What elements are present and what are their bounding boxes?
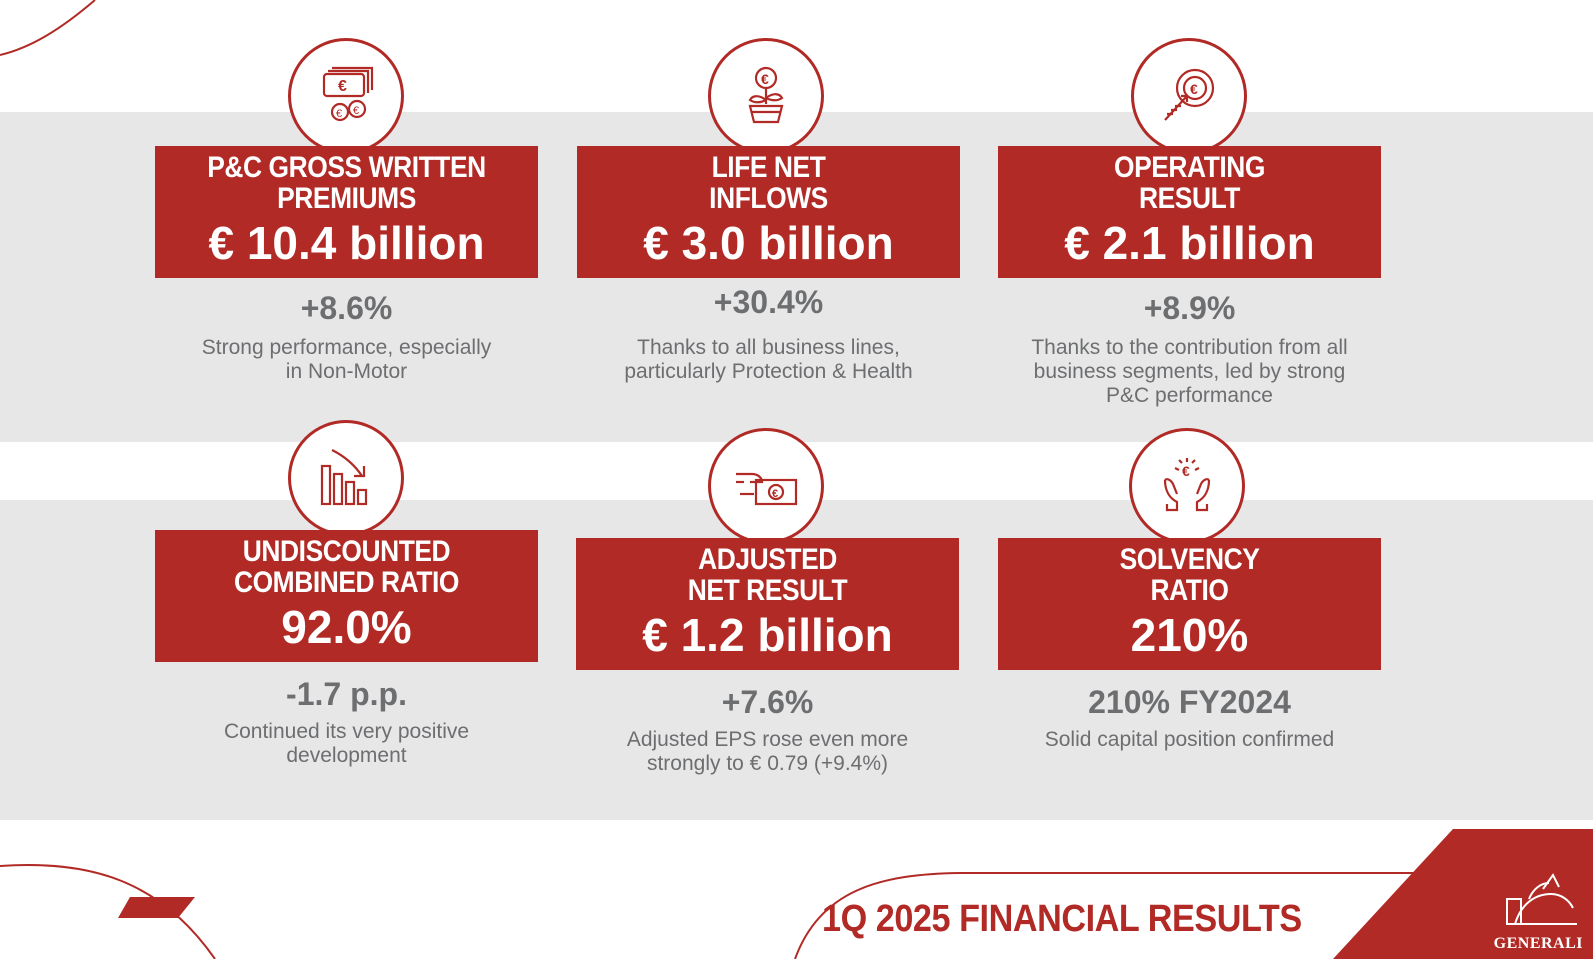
kpi-change: +7.6% (721, 684, 814, 720)
kpi-value: € 2.1 billion (1064, 217, 1315, 269)
kpi-description-line1: Adjusted EPS rose even more (626, 728, 909, 751)
svg-text:€: € (353, 105, 359, 117)
kpi-description-line2: strongly to € 0.79 (+9.4%) (646, 752, 889, 775)
svg-text:€: € (772, 488, 778, 500)
kpi-title-line2: RESULT (1138, 182, 1241, 215)
svg-text:€: € (1182, 463, 1190, 479)
footer-title: 1Q 2025 FINANCIAL RESULTS (822, 898, 1302, 940)
kpi-title-line2: PREMIUMS (277, 182, 416, 215)
kpi-title-line1: SOLVENCY (1119, 543, 1260, 576)
euro-plant-icon: € (708, 38, 824, 154)
euro-target-icon: € (1131, 38, 1247, 154)
kpi-title-line1: UNDISCOUNTED (242, 535, 451, 568)
kpi-title-line1: LIFE NET (711, 151, 826, 184)
kpi-title-line1: ADJUSTED (698, 543, 837, 576)
kpi-title-line1: P&C GROSS WRITTEN (207, 151, 486, 184)
banknote-coins-icon: € € € (288, 38, 404, 154)
kpi-description-line2: business segments, led by strong (1033, 360, 1346, 383)
kpi-description: Thanks to the contribution from all busi… (998, 336, 1381, 408)
kpi-description: Solid capital position confirmed (998, 728, 1381, 752)
kpi-description-line2: in Non-Motor (285, 360, 408, 383)
kpi-description-line1: Solid capital position confirmed (1044, 728, 1335, 751)
kpi-title-line2: NET RESULT (687, 574, 848, 607)
kpi-description-line1: Thanks to all business lines, (637, 336, 900, 359)
kpi-value: 92.0% (281, 601, 412, 653)
kpi-value: € 10.4 billion (208, 217, 485, 269)
kpi-change: +8.6% (300, 290, 393, 326)
kpi-description-line1: Continued its very positive (223, 720, 470, 743)
kpi-description-line1: Strong performance, especially (201, 336, 492, 359)
kpi-box: OPERATING RESULT € 2.1 billion (998, 146, 1381, 278)
svg-text:€: € (1190, 81, 1198, 97)
hand-banknote-icon: € (708, 428, 824, 544)
kpi-title-line1: OPERATING (1113, 151, 1266, 184)
kpi-title-line2: RATIO (1150, 574, 1229, 607)
generali-logo (1333, 829, 1593, 959)
kpi-change: 210% FY2024 (1088, 684, 1291, 720)
kpi-description: Thanks to all business lines, particular… (577, 336, 960, 384)
kpi-title-line2: COMBINED RATIO (233, 566, 460, 599)
kpi-box: ADJUSTED NET RESULT € 1.2 billion (576, 538, 959, 670)
kpi-description: Continued its very positive development (155, 720, 538, 768)
kpi-change: +8.9% (1143, 290, 1236, 326)
kpi-description-line3: P&C performance (1106, 384, 1273, 407)
hands-euro-icon: € (1129, 428, 1245, 544)
kpi-box: LIFE NET INFLOWS € 3.0 billion (577, 146, 960, 278)
svg-text:€: € (336, 108, 342, 120)
logo-text: GENERALI (1493, 935, 1583, 952)
kpi-box: P&C GROSS WRITTEN PREMIUMS € 10.4 billio… (155, 146, 538, 278)
kpi-value: 210% (1130, 609, 1249, 661)
kpi-title-line2: INFLOWS (709, 182, 828, 215)
kpi-box: UNDISCOUNTED COMBINED RATIO 92.0% (155, 530, 538, 662)
kpi-description-line1: Thanks to the contribution from all (1031, 336, 1348, 359)
kpi-value: € 1.2 billion (642, 609, 893, 661)
kpi-description: Strong performance, especially in Non-Mo… (155, 336, 538, 384)
svg-text:€: € (338, 78, 347, 95)
kpi-description-line2: development (286, 744, 407, 767)
kpi-box: SOLVENCY RATIO 210% (998, 538, 1381, 670)
kpi-description-line2: particularly Protection & Health (624, 360, 913, 383)
kpi-change: -1.7 p.p. (286, 676, 407, 712)
svg-text:€: € (761, 71, 769, 87)
kpi-change: +30.4% (713, 284, 824, 320)
declining-bars-icon (288, 420, 404, 536)
kpi-description: Adjusted EPS rose even more strongly to … (576, 728, 959, 776)
kpi-value: € 3.0 billion (643, 217, 894, 269)
